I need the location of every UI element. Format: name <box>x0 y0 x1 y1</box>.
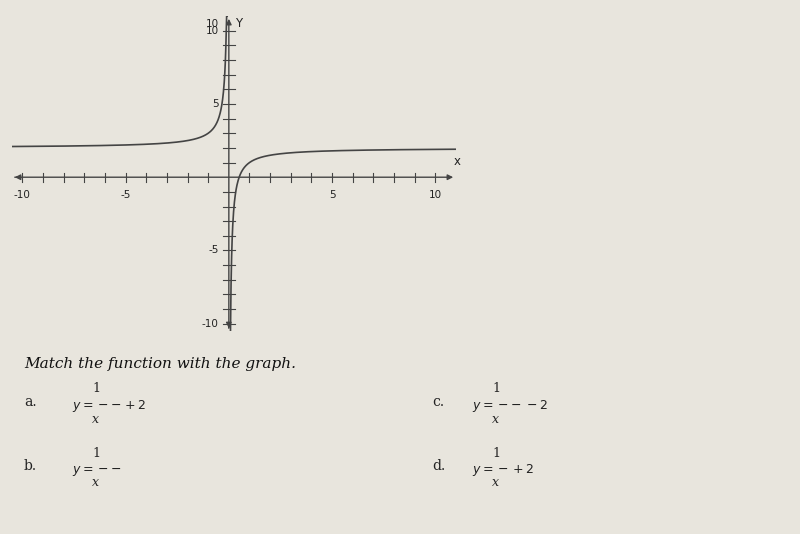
Text: x: x <box>92 476 99 489</box>
Text: $y = -+2$: $y = -+2$ <box>472 461 534 477</box>
Text: x: x <box>454 155 461 168</box>
Text: 10: 10 <box>206 26 218 36</box>
Text: 1: 1 <box>492 446 500 460</box>
Text: 1: 1 <box>92 446 100 460</box>
Text: 1: 1 <box>492 382 500 396</box>
Text: -10: -10 <box>14 191 30 200</box>
Text: Match the function with the graph.: Match the function with the graph. <box>24 357 296 372</box>
Text: $y = -\!-$: $y = -\!-$ <box>72 464 122 477</box>
Text: 5: 5 <box>212 99 218 109</box>
Text: x: x <box>92 413 99 426</box>
Text: x: x <box>492 476 499 489</box>
Text: Y: Y <box>235 18 242 30</box>
Text: -5: -5 <box>208 246 218 255</box>
Text: 5: 5 <box>329 191 335 200</box>
Text: x: x <box>492 413 499 426</box>
Text: c.: c. <box>432 395 444 409</box>
Text: -10: -10 <box>202 319 218 329</box>
Text: d.: d. <box>432 459 446 473</box>
Text: 10: 10 <box>429 191 442 200</box>
Text: $y = -\!--2$: $y = -\!--2$ <box>472 397 548 413</box>
Text: $y = -\!-\!+2$: $y = -\!-\!+2$ <box>72 397 146 413</box>
Text: b.: b. <box>24 459 37 473</box>
Text: a.: a. <box>24 395 37 409</box>
Text: -5: -5 <box>120 191 130 200</box>
Text: 10: 10 <box>206 19 218 29</box>
Text: 1: 1 <box>92 382 100 396</box>
